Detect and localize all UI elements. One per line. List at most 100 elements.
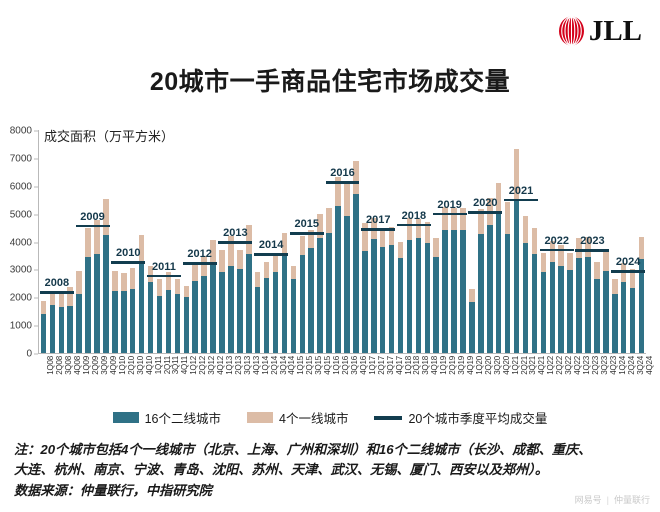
bar-column[interactable] [388, 226, 395, 353]
bar-column[interactable] [165, 271, 172, 353]
bar-column[interactable] [576, 237, 582, 353]
bar-column[interactable] [308, 230, 315, 353]
x-axis-tick-label: 1Q14 [260, 356, 270, 375]
bar-segment-tier2 [478, 233, 484, 353]
bar-segment-tier1 [442, 206, 448, 230]
bar-column[interactable] [522, 216, 529, 353]
legend-item[interactable]: 4个一线城市 [247, 408, 348, 427]
bar-column[interactable] [353, 161, 359, 353]
bar-column[interactable] [58, 292, 65, 353]
bar-column[interactable] [620, 262, 627, 353]
bar-column[interactable] [246, 224, 252, 353]
bar-column[interactable] [299, 235, 306, 353]
bar-column[interactable] [344, 180, 350, 353]
legend-item[interactable]: 16个二线城市 [112, 408, 221, 427]
bar-column[interactable] [317, 213, 323, 353]
bar-segment-tier1 [353, 161, 359, 195]
bar-column[interactable] [585, 236, 591, 353]
x-axis-tick-label: 1Q11 [153, 356, 163, 375]
bar-column[interactable] [370, 217, 377, 353]
x-axis-tick-label: 1Q17 [367, 356, 377, 375]
bar-column[interactable] [281, 233, 288, 353]
bar-column[interactable] [460, 207, 466, 353]
bar-column[interactable] [201, 255, 207, 353]
x-axis-tick-label: 2Q13 [233, 356, 243, 375]
bar-column[interactable] [406, 218, 413, 353]
bar-segment-tier1 [603, 249, 609, 272]
bar-column[interactable] [603, 249, 609, 353]
bar-column[interactable] [129, 268, 136, 353]
bar-column[interactable] [540, 252, 547, 353]
bar-column[interactable] [504, 202, 511, 353]
bar-column[interactable] [67, 287, 73, 353]
bar-column[interactable] [121, 273, 127, 353]
bar-column[interactable] [478, 208, 484, 353]
bar-segment-tier2 [94, 253, 100, 353]
bar-column[interactable] [397, 241, 404, 353]
bar-column[interactable] [112, 271, 118, 353]
bar-column[interactable] [192, 263, 198, 353]
x-axis-tick-label: 3Q09 [100, 356, 110, 375]
bar-segment-tier2 [201, 276, 207, 353]
bar-segment-tier2 [335, 206, 341, 353]
bar-column[interactable] [237, 250, 243, 353]
bar-segment-tier2 [415, 237, 422, 353]
bar-column[interactable] [442, 206, 448, 353]
bar-segment-tier1 [219, 250, 225, 273]
bar-column[interactable] [513, 149, 520, 353]
bar-column[interactable] [49, 290, 56, 353]
x-axis-tick-label: 3Q16 [349, 356, 359, 375]
bar-segment-tier1 [433, 238, 439, 258]
x-axis-tick-label: 1Q20 [474, 356, 484, 375]
bar-column[interactable] [40, 300, 47, 353]
bar-column[interactable] [487, 197, 493, 353]
bar-column[interactable] [558, 245, 564, 353]
bar-column[interactable] [76, 270, 82, 353]
bar-column[interactable] [638, 236, 645, 353]
bar-column[interactable] [254, 272, 261, 353]
bar-column[interactable] [424, 221, 431, 353]
bar-column[interactable] [433, 238, 439, 353]
bar-column[interactable] [103, 199, 109, 353]
bar-column[interactable] [174, 279, 181, 353]
bar-column[interactable] [549, 240, 556, 353]
bar-column[interactable] [228, 236, 234, 353]
x-axis-tick-label: 2Q15 [305, 356, 315, 375]
bar-column[interactable] [495, 182, 502, 353]
bar-column[interactable] [94, 220, 100, 353]
bar-column[interactable] [469, 289, 475, 353]
bar-column[interactable] [362, 223, 368, 353]
footnote-line-2: 大连、杭州、南京、宁波、青岛、沈阳、苏州、天津、武汉、无锡、厦门、西安以及郑州）… [14, 462, 549, 478]
bar-column[interactable] [611, 279, 618, 353]
bar-segment-tier1 [112, 271, 118, 291]
x-axis-line [38, 353, 646, 354]
bar-column[interactable] [85, 228, 91, 353]
bar-segment-tier1 [281, 233, 288, 253]
bar-column[interactable] [219, 250, 225, 353]
bar-column[interactable] [263, 262, 270, 353]
bar-column[interactable] [290, 265, 297, 353]
bar-column[interactable] [272, 255, 279, 353]
bar-segment-tier2 [183, 297, 190, 353]
bar-segment-tier1 [406, 218, 413, 241]
bar-column[interactable] [147, 266, 154, 353]
bar-column[interactable] [629, 269, 636, 353]
bar-column[interactable] [210, 239, 216, 353]
bar-column[interactable] [451, 208, 457, 353]
legend-item[interactable]: 20个城市季度平均成交量 [374, 408, 547, 427]
bar-column[interactable] [156, 278, 163, 353]
bar-column[interactable] [415, 218, 422, 353]
bar-segment-tier1 [629, 269, 636, 288]
bar-segment-tier2 [576, 257, 582, 353]
bar-column[interactable] [594, 262, 600, 353]
bar-column[interactable] [138, 235, 145, 353]
bar-column[interactable] [531, 227, 538, 353]
bar-column[interactable] [379, 230, 386, 353]
bar-column[interactable] [335, 177, 341, 353]
bar-column[interactable] [183, 286, 190, 353]
y-axis-tick-mark [34, 130, 38, 132]
year-average-line [289, 232, 324, 235]
bar-column[interactable] [567, 252, 573, 353]
year-average-line [504, 198, 538, 202]
bar-column[interactable] [326, 208, 332, 353]
